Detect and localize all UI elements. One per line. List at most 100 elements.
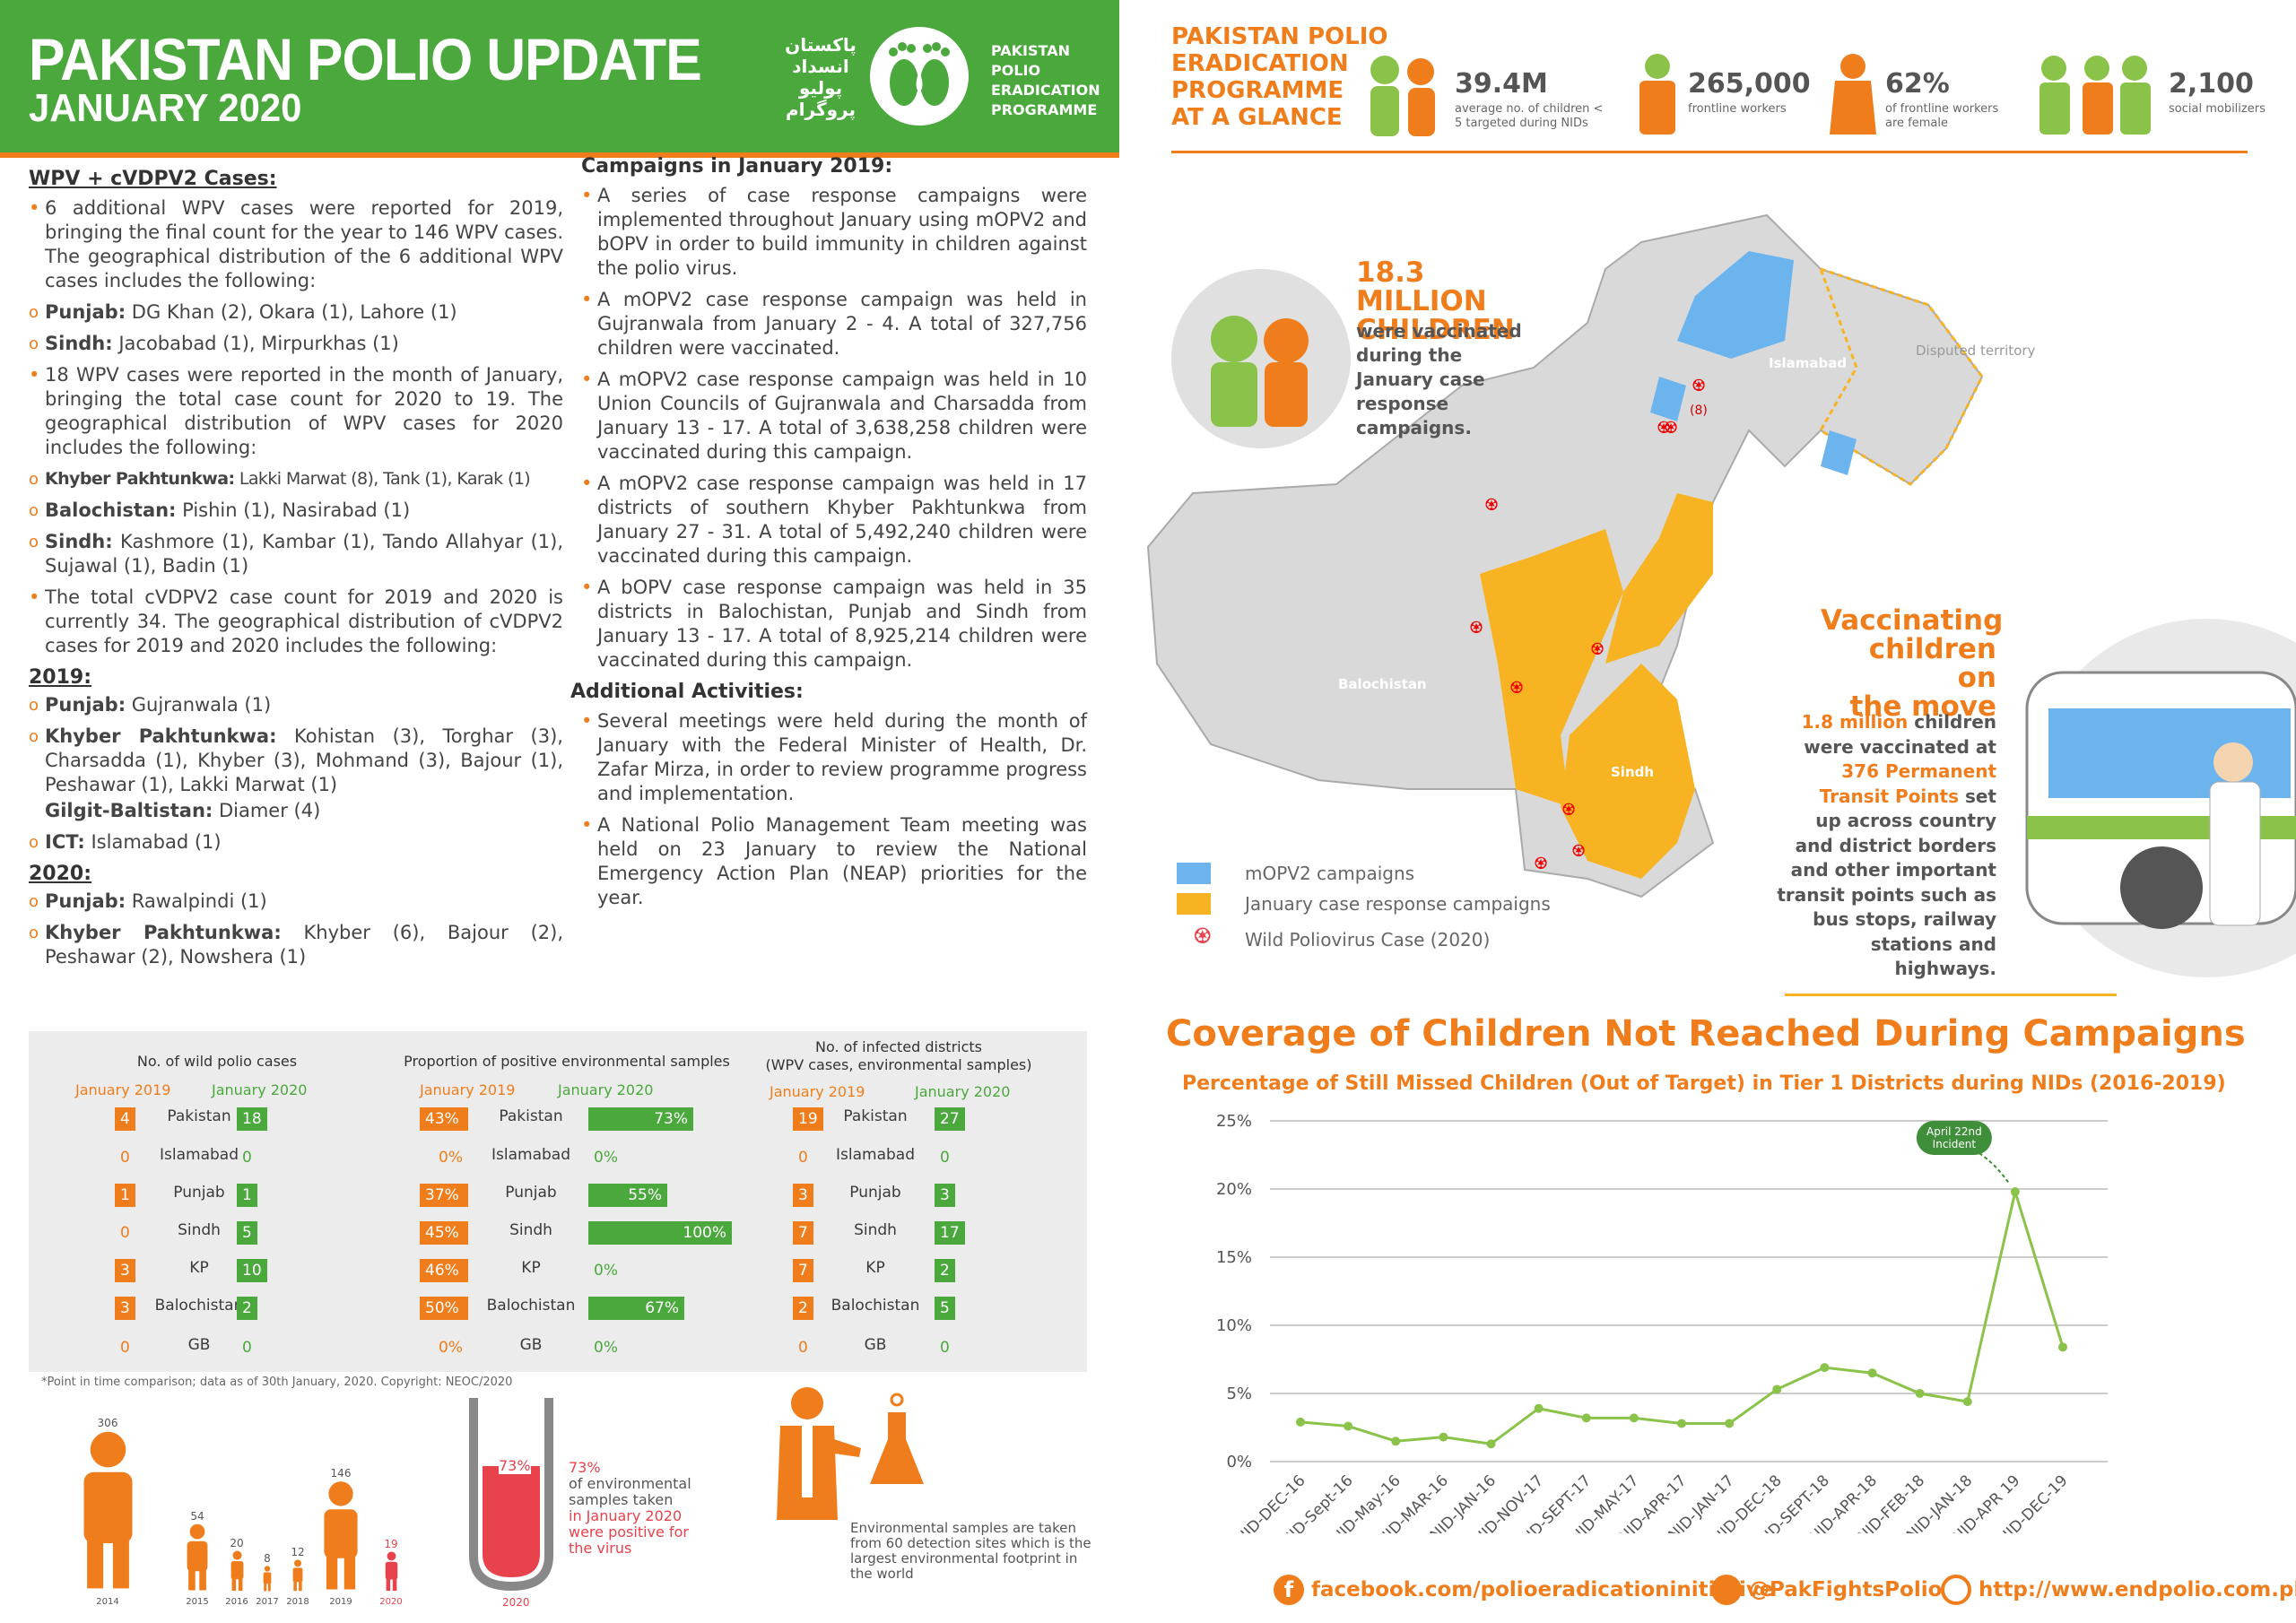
data-point (1677, 1419, 1686, 1428)
stat-label: average no. of children < 5 targeted dur… (1455, 102, 1604, 130)
urdu-title: پاکستان انسداد پولیو پروگرام (785, 34, 857, 120)
campaigns-heading: Campaigns in January 2019: (581, 155, 893, 178)
env-2019-value: 0% (439, 1339, 463, 1357)
stat-label: frontline workers (1688, 102, 1787, 116)
paragraph: A series of case response campaigns were… (581, 184, 1087, 281)
data-point (1534, 1403, 1544, 1413)
website-link[interactable]: http://www.endpolio.com.pk (1979, 1578, 2296, 1601)
env-2020-bar: 0% (594, 1339, 618, 1357)
header-divider (0, 152, 1119, 158)
legend-label: mOPV2 campaigns (1245, 863, 1415, 884)
districts-2019-value: 0 (798, 1149, 808, 1167)
data-point (1962, 1397, 1972, 1407)
region-label: Pakistan (843, 1107, 908, 1125)
table-heading: (WPV cases, environmental samples) (765, 1056, 1032, 1073)
districts-2020-value: 0 (940, 1149, 950, 1167)
year-label: 2016 (225, 1597, 248, 1607)
list-item: Punjab: Gujranwala (1) (29, 693, 563, 717)
person-figure-icon (310, 1480, 371, 1592)
move-title: Vaccinating children on the move (1821, 604, 2004, 723)
tube-caption: 73% of environmental samples taken in Ja… (569, 1459, 691, 1557)
annotation-text: April 22nd (1926, 1125, 1982, 1138)
list-item: Sindh: Kashmore (1), Kambar (1), Tando A… (29, 530, 563, 578)
chart-title: Coverage of Children Not Reached During … (1166, 1013, 2246, 1055)
region-label: Punjab (173, 1184, 225, 1202)
region-label: Pakistan (167, 1107, 231, 1125)
list-item: Sindh: Jacobabad (1), Mirpurkhas (1) (29, 332, 563, 356)
wpv-case-icon: ♼ (1664, 419, 1679, 438)
move-divider (1785, 994, 2117, 996)
wpv-case-icon: ♼ (1571, 842, 1587, 861)
stats-panel: No. of wild polio cases January 2019 Jan… (29, 1031, 1087, 1372)
activities-heading: Additional Activities: (570, 681, 804, 703)
districts-2019-value: 2 (793, 1297, 813, 1320)
facebook-link[interactable]: facebook.com/polioeradicationinitiative (1311, 1578, 1774, 1601)
cases-count: 20 (230, 1537, 244, 1549)
data-point (1439, 1432, 1448, 1442)
region-label: Sindh (509, 1221, 552, 1239)
tube-year: 2020 (502, 1596, 530, 1609)
data-point (1581, 1413, 1591, 1423)
districts-2020-value: 3 (935, 1184, 955, 1207)
year-label: 2015 (186, 1597, 209, 1607)
list-item: Gilgit-Baltistan: Diamer (4) (45, 800, 321, 821)
pakistan-map: Gilgit/Baltistan Disputed territory Isla… (1139, 161, 2036, 968)
y-tick-label: 5% (1226, 1384, 1252, 1403)
legend-swatch-case (1177, 893, 1211, 915)
districts-2019-value: 3 (793, 1184, 813, 1207)
globe-icon (1941, 1575, 1971, 1605)
paragraph: A mOPV2 case response campaign was held … (581, 368, 1087, 464)
facebook-icon: f (1274, 1575, 1304, 1605)
region-label: Islamabad (836, 1146, 915, 1164)
data-point (2010, 1187, 2020, 1197)
person-figure-icon (289, 1559, 307, 1592)
programme-name: PAKISTAN POLIO ERADICATION PROGRAMME (991, 42, 1100, 118)
region-label: Punjab (849, 1184, 901, 1202)
map-label: Islamabad (1769, 355, 1848, 371)
wpv-case-icon: ♼ (1484, 496, 1500, 515)
cases-2019-value: 3 (115, 1297, 135, 1320)
region-label: Balochistan (154, 1297, 244, 1315)
wpv-case-icon: ♼ (1590, 640, 1605, 659)
region-label: Islamabad (491, 1146, 570, 1164)
cases-count: 8 (264, 1552, 271, 1565)
y-tick-label: 25% (1216, 1112, 1252, 1131)
paragraph: A National Polio Management Team meeting… (581, 813, 1087, 910)
data-point (2058, 1342, 2067, 1352)
test-tube-icon: 73% (466, 1394, 556, 1592)
env-2019-value: 0% (439, 1149, 463, 1167)
cases-2019-value: 0 (120, 1149, 130, 1167)
person-figure-icon (260, 1566, 274, 1592)
map-label: Gilgit/Baltistan (1813, 230, 1928, 246)
districts-2020-value: 5 (935, 1297, 955, 1320)
twitter-link[interactable]: @PakFightsPolio (1749, 1578, 1943, 1601)
glance-divider (1171, 151, 2248, 153)
region-label: Sindh (178, 1221, 221, 1239)
list-item: Khyber Pakhtunkwa: Lakki Marwat (8), Tan… (29, 467, 563, 491)
paragraph: A bOPV case response campaign was held i… (581, 576, 1087, 673)
female-worker-icon (1826, 50, 1880, 136)
env-2019-value: 43% (420, 1107, 468, 1131)
env-2019-value: 46% (420, 1259, 468, 1282)
cases-by-year-graphic: 306 2014 54 2015 20 2016 8 2017 12 2018 146 2019 19 2… (54, 1394, 430, 1614)
legend-label: Wild Poliovirus Case (2020) (1245, 929, 1491, 950)
data-point (1391, 1436, 1401, 1446)
table-heading: No. of wild polio cases (136, 1053, 298, 1070)
districts-2020-value: 2 (935, 1259, 955, 1282)
list-item: ICT: Islamabad (1) (29, 830, 563, 855)
cases-2020-value: 1 (237, 1184, 257, 1207)
cases-count: 12 (291, 1546, 305, 1558)
y-tick-label: 20% (1216, 1180, 1252, 1199)
stat-label: social mobilizers (2169, 102, 2266, 116)
year-label: 2014 (96, 1597, 119, 1607)
map-label: (8) (1690, 404, 1708, 418)
map-label: Balochistan (1338, 676, 1427, 692)
line-chart: 0%5%10%15%20%25%NID-DEC-16NID-Sept-16NID… (1216, 1112, 2108, 1533)
wpv-case-icon: ♼ (1657, 419, 1672, 438)
year-label: 2018 (286, 1597, 309, 1607)
env-2019-value: 50% (420, 1297, 468, 1320)
year-label: 2020 (379, 1597, 403, 1607)
children-icon (1363, 52, 1444, 138)
wpv-case-icon: ♼ (1193, 924, 1213, 949)
env-2020-bar: 0% (594, 1149, 618, 1167)
